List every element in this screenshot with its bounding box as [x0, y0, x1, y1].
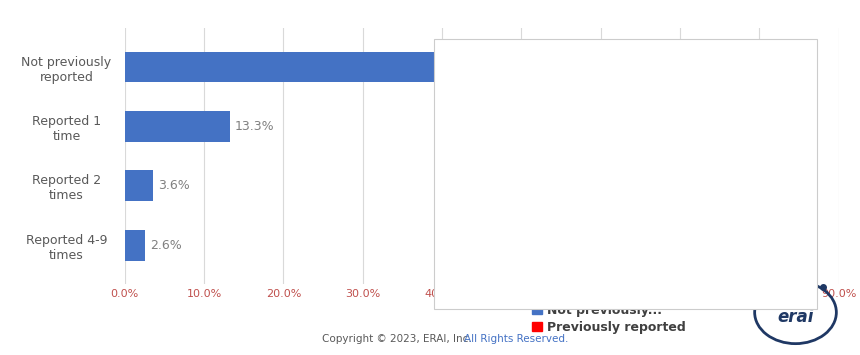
Text: 80.5%: 80.5% — [649, 211, 757, 224]
Bar — [125, 51, 763, 82]
Ellipse shape — [532, 158, 685, 241]
Ellipse shape — [532, 155, 685, 239]
Text: 19.5%: 19.5% — [509, 127, 587, 144]
Legend: Not previously..., Previously reported: Not previously..., Previously reported — [526, 299, 691, 339]
Ellipse shape — [532, 157, 685, 241]
Text: 3.6%: 3.6% — [158, 179, 190, 192]
Ellipse shape — [532, 153, 685, 237]
Text: Copyright © 2023, ERAI, Inc.: Copyright © 2023, ERAI, Inc. — [322, 334, 479, 344]
Ellipse shape — [532, 157, 685, 240]
Ellipse shape — [532, 153, 685, 237]
Ellipse shape — [532, 154, 685, 237]
Text: erai: erai — [777, 308, 814, 326]
Text: 13.3%: 13.3% — [235, 120, 274, 133]
Wedge shape — [537, 118, 609, 195]
Ellipse shape — [532, 155, 685, 239]
Ellipse shape — [532, 155, 685, 239]
Ellipse shape — [532, 154, 685, 238]
Ellipse shape — [532, 158, 685, 242]
Bar — [125, 170, 153, 201]
Text: 2.6%: 2.6% — [150, 239, 181, 252]
Ellipse shape — [532, 157, 685, 241]
Ellipse shape — [532, 156, 685, 240]
Ellipse shape — [532, 156, 685, 240]
Bar — [125, 111, 230, 142]
Bar — [125, 230, 145, 261]
Wedge shape — [532, 118, 685, 271]
Ellipse shape — [532, 153, 685, 237]
Text: 80.5%: 80.5% — [768, 61, 808, 73]
Ellipse shape — [532, 154, 685, 238]
Ellipse shape — [532, 159, 685, 242]
Ellipse shape — [532, 158, 685, 242]
Text: All Rights Reserved.: All Rights Reserved. — [464, 334, 568, 344]
